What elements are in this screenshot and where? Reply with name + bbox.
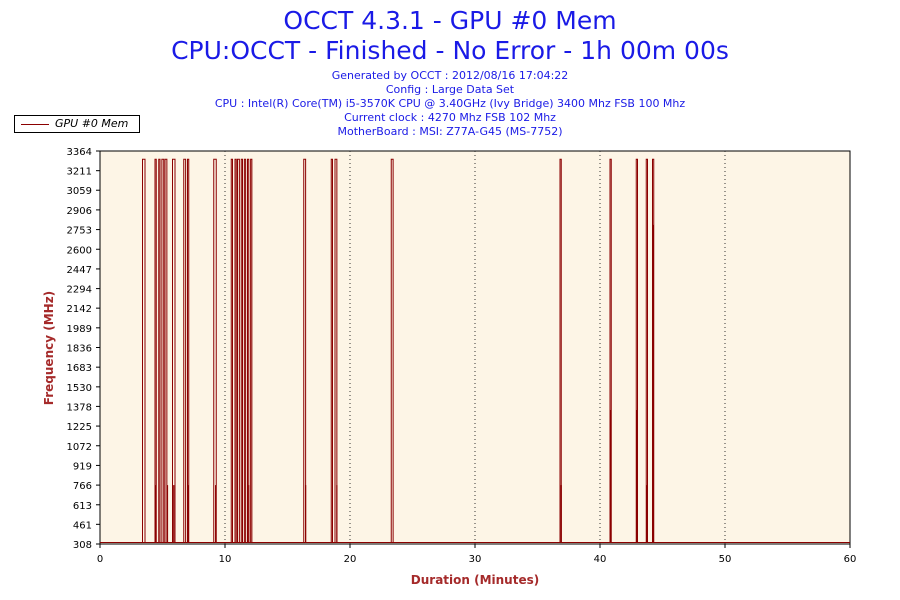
- y-tick-label: 1836: [67, 344, 92, 355]
- x-tick-label: 20: [344, 554, 357, 565]
- x-tick-label: 30: [469, 554, 482, 565]
- y-tick-label: 1530: [67, 383, 92, 394]
- series-spike: [240, 158, 243, 543]
- series-spike: [243, 158, 247, 543]
- y-tick-label: 1072: [67, 442, 92, 453]
- series-spike: [183, 158, 187, 543]
- y-tick-label: 3364: [67, 147, 92, 158]
- series-spike: [187, 158, 190, 543]
- series-spike: [234, 158, 237, 543]
- y-tick-label: 2142: [67, 304, 92, 315]
- config-info: Config : Large Data Set: [385, 83, 515, 96]
- y-tick-label: 2447: [67, 265, 92, 276]
- x-tick-label: 40: [594, 554, 607, 565]
- legend-label: GPU #0 Mem: [55, 117, 129, 130]
- y-axis: 308 461 613 766 919 1072 1225 1378 1530 1683 1836 1…: [67, 147, 100, 551]
- y-tick-label: 1225: [67, 422, 92, 433]
- series-spike: [652, 158, 655, 543]
- series-spike: [390, 158, 394, 543]
- series-spike: [154, 158, 157, 543]
- series-spike: [158, 158, 161, 543]
- x-tick-label: 0: [97, 554, 103, 565]
- series-gpu-mem: [100, 158, 850, 543]
- y-tick-label: 613: [73, 501, 92, 512]
- series-spike: [250, 158, 253, 543]
- series-spike: [609, 158, 612, 543]
- y-tick-label: 1683: [67, 363, 92, 374]
- series-spike: [334, 158, 338, 543]
- x-tick-label: 60: [844, 554, 857, 565]
- y-tick-label: 766: [73, 481, 92, 492]
- chart-legend: GPU #0 Mem: [14, 115, 140, 133]
- series-spike: [142, 158, 146, 543]
- series-spike: [635, 158, 638, 543]
- y-tick-label: 308: [73, 540, 92, 551]
- motherboard-info: MotherBoard : MSI: Z77A-G45 (MS-7752): [337, 125, 563, 138]
- series-spike: [230, 158, 233, 543]
- series-spike: [164, 158, 168, 543]
- x-tick-label: 50: [719, 554, 732, 565]
- chart-title-line-1: OCCT 4.3.1 - GPU #0 Mem: [283, 6, 617, 35]
- x-axis: 0 10 20 30 40 50 60: [97, 544, 857, 565]
- y-tick-label: 919: [73, 461, 92, 472]
- y-tick-label: 1378: [67, 402, 92, 413]
- y-tick-label: 1989: [67, 324, 92, 335]
- y-tick-label: 2600: [67, 245, 92, 256]
- series-spike: [237, 158, 240, 543]
- series-spike: [213, 158, 217, 543]
- cpu-info: CPU : Intel(R) Core(TM) i5-3570K CPU @ 3…: [214, 97, 686, 110]
- y-tick-label: 2294: [67, 285, 92, 296]
- legend-swatch: [21, 124, 49, 125]
- grid-lines: [224, 151, 726, 544]
- x-axis-title: Duration (Minutes): [410, 573, 540, 587]
- series-spike: [330, 158, 333, 543]
- clock-info: Current clock : 4270 Mhz FSB 102 Mhz: [344, 111, 556, 124]
- y-tick-label: 461: [73, 520, 92, 531]
- generated-info: Generated by OCCT : 2012/08/16 17:04:22: [331, 69, 569, 82]
- series-spike: [247, 158, 250, 543]
- x-tick-label: 10: [219, 554, 232, 565]
- y-tick-label: 2906: [67, 206, 92, 217]
- y-tick-label: 2753: [67, 226, 92, 237]
- series-spike: [172, 158, 176, 543]
- series-spike: [161, 158, 165, 543]
- series-spike: [303, 158, 307, 543]
- y-axis-title: Frequency (MHz): [42, 290, 56, 406]
- chart-title-line-2: CPU:OCCT - Finished - No Error - 1h 00m …: [171, 36, 729, 65]
- series-spike: [645, 158, 648, 543]
- y-tick-label: 3059: [67, 186, 92, 197]
- series-spike: [559, 158, 562, 543]
- y-tick-label: 3211: [67, 167, 92, 178]
